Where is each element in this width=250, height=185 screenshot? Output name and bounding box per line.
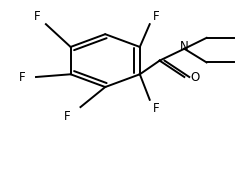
Text: O: O (191, 70, 200, 83)
Text: N: N (180, 40, 189, 53)
Text: F: F (34, 10, 40, 23)
Text: F: F (19, 70, 26, 83)
Text: F: F (64, 110, 70, 123)
Text: F: F (152, 102, 159, 115)
Text: F: F (152, 10, 159, 23)
